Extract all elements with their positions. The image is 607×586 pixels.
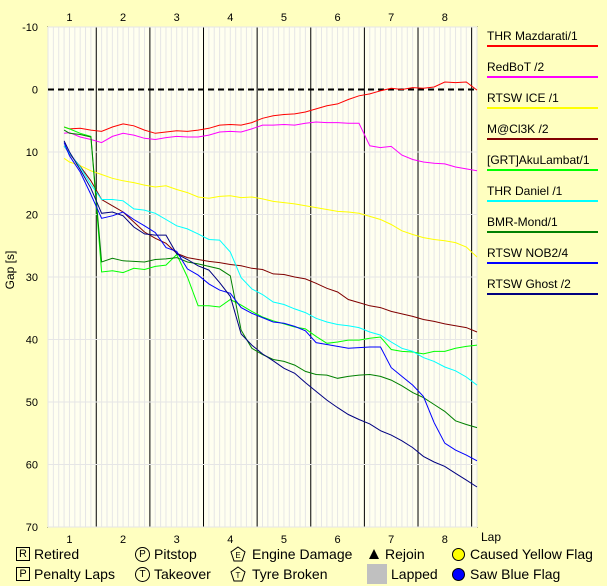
- series-line: [63, 145, 478, 386]
- legend-entry: BMR-Mond/1: [487, 215, 558, 229]
- axis-ticks: -10 0 10 20 30 40 50 60 70 1 1 2 2 3 3 4 4 5 5 6 6 7 7 8 8: [22, 12, 448, 544]
- engine-damage-icon: E: [230, 546, 246, 562]
- y-tick-label: 40: [26, 335, 38, 347]
- series-line: [63, 142, 478, 462]
- series-line: [63, 140, 478, 488]
- series-line: [63, 157, 478, 258]
- blue-flag-icon: [452, 567, 465, 581]
- x-tick-label-bottom: 1: [66, 534, 72, 544]
- y-tick-label: -10: [22, 22, 38, 34]
- key-lapped-label: Lapped: [391, 566, 438, 582]
- rejoin-icon: [369, 549, 379, 559]
- series-lines: [63, 81, 478, 488]
- key-penalty: P Penalty Laps: [16, 566, 115, 582]
- x-tick-label-bottom: 8: [442, 534, 448, 544]
- pitstop-icon: P: [135, 546, 150, 562]
- x-tick-label-bottom: 3: [174, 534, 180, 544]
- key-takeover-label: Takeover: [154, 566, 211, 582]
- y-tick-label: 70: [26, 522, 38, 534]
- tyre-broken-icon: T: [230, 566, 246, 582]
- legend-entry: RTSW Ghost /2: [487, 277, 571, 291]
- key-yellow: Caused Yellow Flag: [452, 546, 593, 562]
- key-engine-label: Engine Damage: [252, 546, 353, 562]
- svg-text:T: T: [236, 571, 241, 580]
- key-tyre: T Tyre Broken: [230, 566, 327, 582]
- key-rejoin-label: Rejoin: [385, 546, 425, 562]
- key-retired-label: Retired: [34, 546, 80, 562]
- takeover-icon: T: [135, 566, 150, 582]
- legend-entry: RTSW ICE /1: [487, 91, 559, 105]
- key-penalty-label: Penalty Laps: [34, 566, 115, 582]
- legend: THR Mazdarati/1 RedBoT /2 RTSW ICE /1 M@Cl3…: [487, 29, 598, 295]
- lapped-icon: [367, 564, 387, 584]
- x-tick-label-top: 7: [388, 12, 394, 24]
- key-retired: R Retired: [16, 546, 79, 562]
- retired-icon: R: [16, 547, 30, 561]
- legend-entry: M@Cl3K /2: [487, 122, 549, 136]
- legend-entry: THR Mazdarati/1: [487, 29, 578, 43]
- key-rejoin: Rejoin: [365, 546, 425, 562]
- svg-text:E: E: [235, 551, 240, 560]
- x-tick-label-top: 6: [335, 12, 341, 24]
- key-tyre-label: Tyre Broken: [252, 566, 328, 582]
- x-tick-label-top: 3: [174, 12, 180, 24]
- key-yellow-label: Caused Yellow Flag: [470, 546, 593, 562]
- x-tick-label-top: 2: [120, 12, 126, 24]
- x-tick-label-bottom: 4: [227, 534, 233, 544]
- legend-entry: RedBoT /2: [487, 60, 544, 74]
- series-line: [64, 121, 478, 172]
- y-tick-label: 20: [26, 210, 38, 222]
- x-tick-label-bottom: 2: [120, 534, 126, 544]
- x-tick-label-top: 4: [227, 12, 233, 24]
- x-tick-label-bottom: 5: [281, 534, 287, 544]
- gap-chart: -10 0 10 20 30 40 50 60 70 1 1 2 2 3 3 4 4 5 5 6 6 7 7 8 8 THR M…: [3, 12, 598, 544]
- key-pitstop: P Pitstop: [135, 546, 197, 562]
- y-axis-title: Gap [s]: [3, 251, 17, 290]
- legend-entry: RTSW NOB2/4: [487, 246, 568, 260]
- event-key: R Retired P Penalty Laps P Pitstop T Tak…: [0, 544, 607, 586]
- key-blue: Saw Blue Flag: [452, 566, 560, 582]
- x-tick-label-top: 1: [66, 12, 72, 24]
- series-line: [63, 81, 478, 134]
- x-axis-title: Lap: [481, 530, 501, 544]
- key-engine: E Engine Damage: [230, 546, 352, 562]
- grid: [47, 26, 478, 528]
- series-line: [63, 145, 478, 333]
- y-tick-label: 0: [32, 85, 38, 97]
- x-tick-label-bottom: 7: [388, 534, 394, 544]
- key-takeover: T Takeover: [135, 566, 211, 582]
- x-tick-label-top: 5: [281, 12, 287, 24]
- y-tick-label: 50: [26, 397, 38, 409]
- key-lapped: Lapped: [367, 564, 438, 584]
- x-tick-label-top: 8: [442, 12, 448, 24]
- legend-entry: [GRT]AkuLambat/1: [487, 153, 590, 167]
- yellow-flag-icon: [452, 547, 465, 561]
- y-tick-label: 60: [26, 460, 38, 472]
- x-tick-label-bottom: 6: [335, 534, 341, 544]
- penalty-icon: P: [16, 567, 30, 581]
- key-blue-label: Saw Blue Flag: [470, 566, 561, 582]
- legend-entry: THR Daniel /1: [487, 184, 563, 198]
- y-tick-label: 10: [26, 147, 38, 159]
- series-line: [63, 126, 478, 355]
- y-tick-label: 30: [26, 272, 38, 284]
- key-pitstop-label: Pitstop: [154, 546, 197, 562]
